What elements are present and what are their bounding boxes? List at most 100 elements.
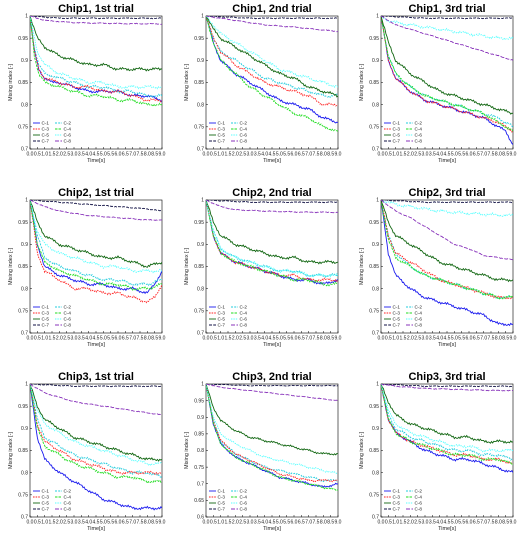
y-tick-label: 0.8 <box>197 102 204 108</box>
legend-label: C-1 <box>218 121 226 126</box>
x-tick-label: 6.5 <box>298 152 305 158</box>
chart-svg: Chip1, 3rd trial 0.7 0.75 0.8 0.85 0.9 0.95 1 0.… <box>359 3 517 164</box>
x-tick-label: 2.0 <box>56 520 63 526</box>
series-line-c-8 <box>30 384 162 416</box>
x-tick-label: 5.0 <box>451 336 458 342</box>
chart-svg: Chip2, 1st trial 0.7 0.75 0.8 0.85 0.9 0.95 1 0.… <box>8 187 166 348</box>
x-tick-label: 5.0 <box>100 336 107 342</box>
x-tick-label: 8.5 <box>327 520 334 526</box>
legend-label: C-4 <box>415 495 423 500</box>
series-line-c-4 <box>206 384 338 491</box>
legend-label: C-7 <box>218 323 226 328</box>
y-axis-label: Mixing index [-] <box>184 248 190 285</box>
x-tick-label: 5.5 <box>283 152 290 158</box>
x-tick-label: 3.0 <box>71 336 78 342</box>
x-tick-label: 5.0 <box>451 152 458 158</box>
x-tick-label: 5.0 <box>451 520 458 526</box>
series-line-c-8 <box>206 200 338 214</box>
legend-label: C-6 <box>64 317 72 322</box>
legend-label: C-7 <box>393 323 401 328</box>
legend-label: C-4 <box>64 495 72 500</box>
legend-label: C-3 <box>393 127 401 132</box>
x-tick-label: 4.0 <box>261 336 268 342</box>
x-tick-label: 5.5 <box>107 152 114 158</box>
chart-panel: Chip2, 3rd trial 0.7 0.75 0.8 0.85 0.9 0.95 1 0.… <box>351 184 526 367</box>
series-line-c-2 <box>206 16 338 99</box>
x-tick-label: 0.5 <box>385 336 392 342</box>
x-tick-label: 8.0 <box>320 152 327 158</box>
y-tick-label: 0.95 <box>369 404 379 410</box>
legend-label: C-5 <box>393 133 401 138</box>
y-tick-label: 0.8 <box>197 448 204 454</box>
x-tick-label: 8.5 <box>502 336 509 342</box>
legend-label: C-8 <box>240 323 248 328</box>
x-axis-label: Time[s] <box>87 158 105 164</box>
legend-label: C-3 <box>218 311 226 316</box>
legend-label: C-5 <box>393 317 401 322</box>
y-tick-label: 0.95 <box>194 220 204 226</box>
x-tick-label: 6.5 <box>298 520 305 526</box>
legend-label: C-4 <box>64 311 72 316</box>
x-axis-label: Time[s] <box>438 342 456 348</box>
x-tick-label: 2.0 <box>56 336 63 342</box>
x-tick-label: 0.0 <box>378 520 385 526</box>
y-tick-label: 0.7 <box>197 481 204 487</box>
y-tick-label: 0.75 <box>369 125 379 131</box>
x-tick-label: 4.0 <box>85 152 92 158</box>
series-line-c-3 <box>30 16 162 103</box>
x-tick-label: 4.5 <box>444 520 451 526</box>
legend-label: C-4 <box>240 495 248 500</box>
x-tick-label: 9.0 <box>159 152 166 158</box>
series-line-c-1 <box>206 16 338 124</box>
x-tick-label: 8.0 <box>495 520 502 526</box>
legend-label: C-3 <box>218 495 226 500</box>
y-axis-label: Mixing index [-] <box>184 432 190 469</box>
legend-label: C-6 <box>64 133 72 138</box>
x-tick-label: 6.0 <box>291 336 298 342</box>
series-line-c-8 <box>30 200 162 221</box>
x-tick-label: 1.5 <box>49 336 56 342</box>
x-tick-label: 7.5 <box>313 520 320 526</box>
legend-label: C-4 <box>240 311 248 316</box>
x-tick-label: 8.5 <box>502 520 509 526</box>
plot-frame <box>380 383 514 518</box>
x-tick-label: 9.0 <box>510 336 517 342</box>
legend-label: C-5 <box>42 501 50 506</box>
x-tick-label: 0.5 <box>385 520 392 526</box>
x-tick-label: 1.5 <box>225 336 232 342</box>
series-line-c-7 <box>206 16 338 20</box>
series-line-c-3 <box>206 384 338 483</box>
x-tick-label: 7.0 <box>480 336 487 342</box>
series-line-c-2 <box>381 384 513 461</box>
plot-frame <box>380 199 514 334</box>
series-line-c-4 <box>30 384 162 485</box>
series-line-c-6 <box>206 16 338 88</box>
x-tick-label: 4.5 <box>269 336 276 342</box>
legend-label: C-8 <box>240 139 248 144</box>
legend-label: C-2 <box>64 121 72 126</box>
x-tick-label: 1.5 <box>225 520 232 526</box>
x-tick-label: 0.5 <box>210 152 217 158</box>
x-tick-label: 2.5 <box>63 152 70 158</box>
series-line-c-6 <box>206 200 338 278</box>
legend-label: C-2 <box>64 489 72 494</box>
x-tick-label: 8.0 <box>320 520 327 526</box>
x-tick-label: 1.0 <box>392 152 399 158</box>
x-tick-label: 3.0 <box>422 152 429 158</box>
x-tick-label: 0.5 <box>385 152 392 158</box>
series-line-c-2 <box>30 384 162 478</box>
legend-label: C-1 <box>42 305 50 310</box>
legend-label: C-5 <box>42 317 50 322</box>
plot-frame <box>29 383 163 518</box>
series-line-c-6 <box>30 16 162 90</box>
x-axis-label: Time[s] <box>438 158 456 164</box>
chart-svg: Chip3, 2nd trial 0.6 0.65 0.7 0.75 0.8 0.85 0.9… <box>184 371 342 532</box>
series-line-c-3 <box>206 200 338 283</box>
legend-label: C-3 <box>218 127 226 132</box>
legend-label: C-7 <box>218 507 226 512</box>
series-line-c-3 <box>381 384 513 465</box>
y-tick-label: 0.8 <box>372 102 379 108</box>
x-tick-label: 2.5 <box>414 520 421 526</box>
x-tick-label: 0.5 <box>210 520 217 526</box>
y-tick-label: 0.8 <box>372 470 379 476</box>
